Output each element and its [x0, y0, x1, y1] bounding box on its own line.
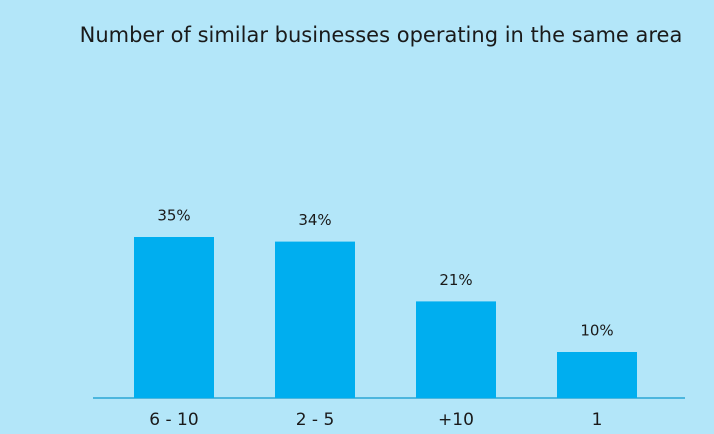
bar — [275, 241, 355, 398]
bar — [416, 301, 496, 398]
x-tick-label: 2 - 5 — [296, 410, 335, 430]
x-tick-label: 6 - 10 — [149, 410, 198, 430]
value-label: 35% — [157, 207, 190, 225]
value-label: 34% — [298, 211, 331, 229]
chart-title: Number of similar businesses operating i… — [80, 23, 683, 47]
bar — [134, 237, 214, 398]
x-tick-label: 1 — [592, 410, 603, 430]
x-tick-label: +10 — [438, 410, 474, 430]
bar — [557, 352, 637, 398]
value-label: 10% — [580, 322, 613, 340]
value-label: 21% — [439, 271, 472, 289]
